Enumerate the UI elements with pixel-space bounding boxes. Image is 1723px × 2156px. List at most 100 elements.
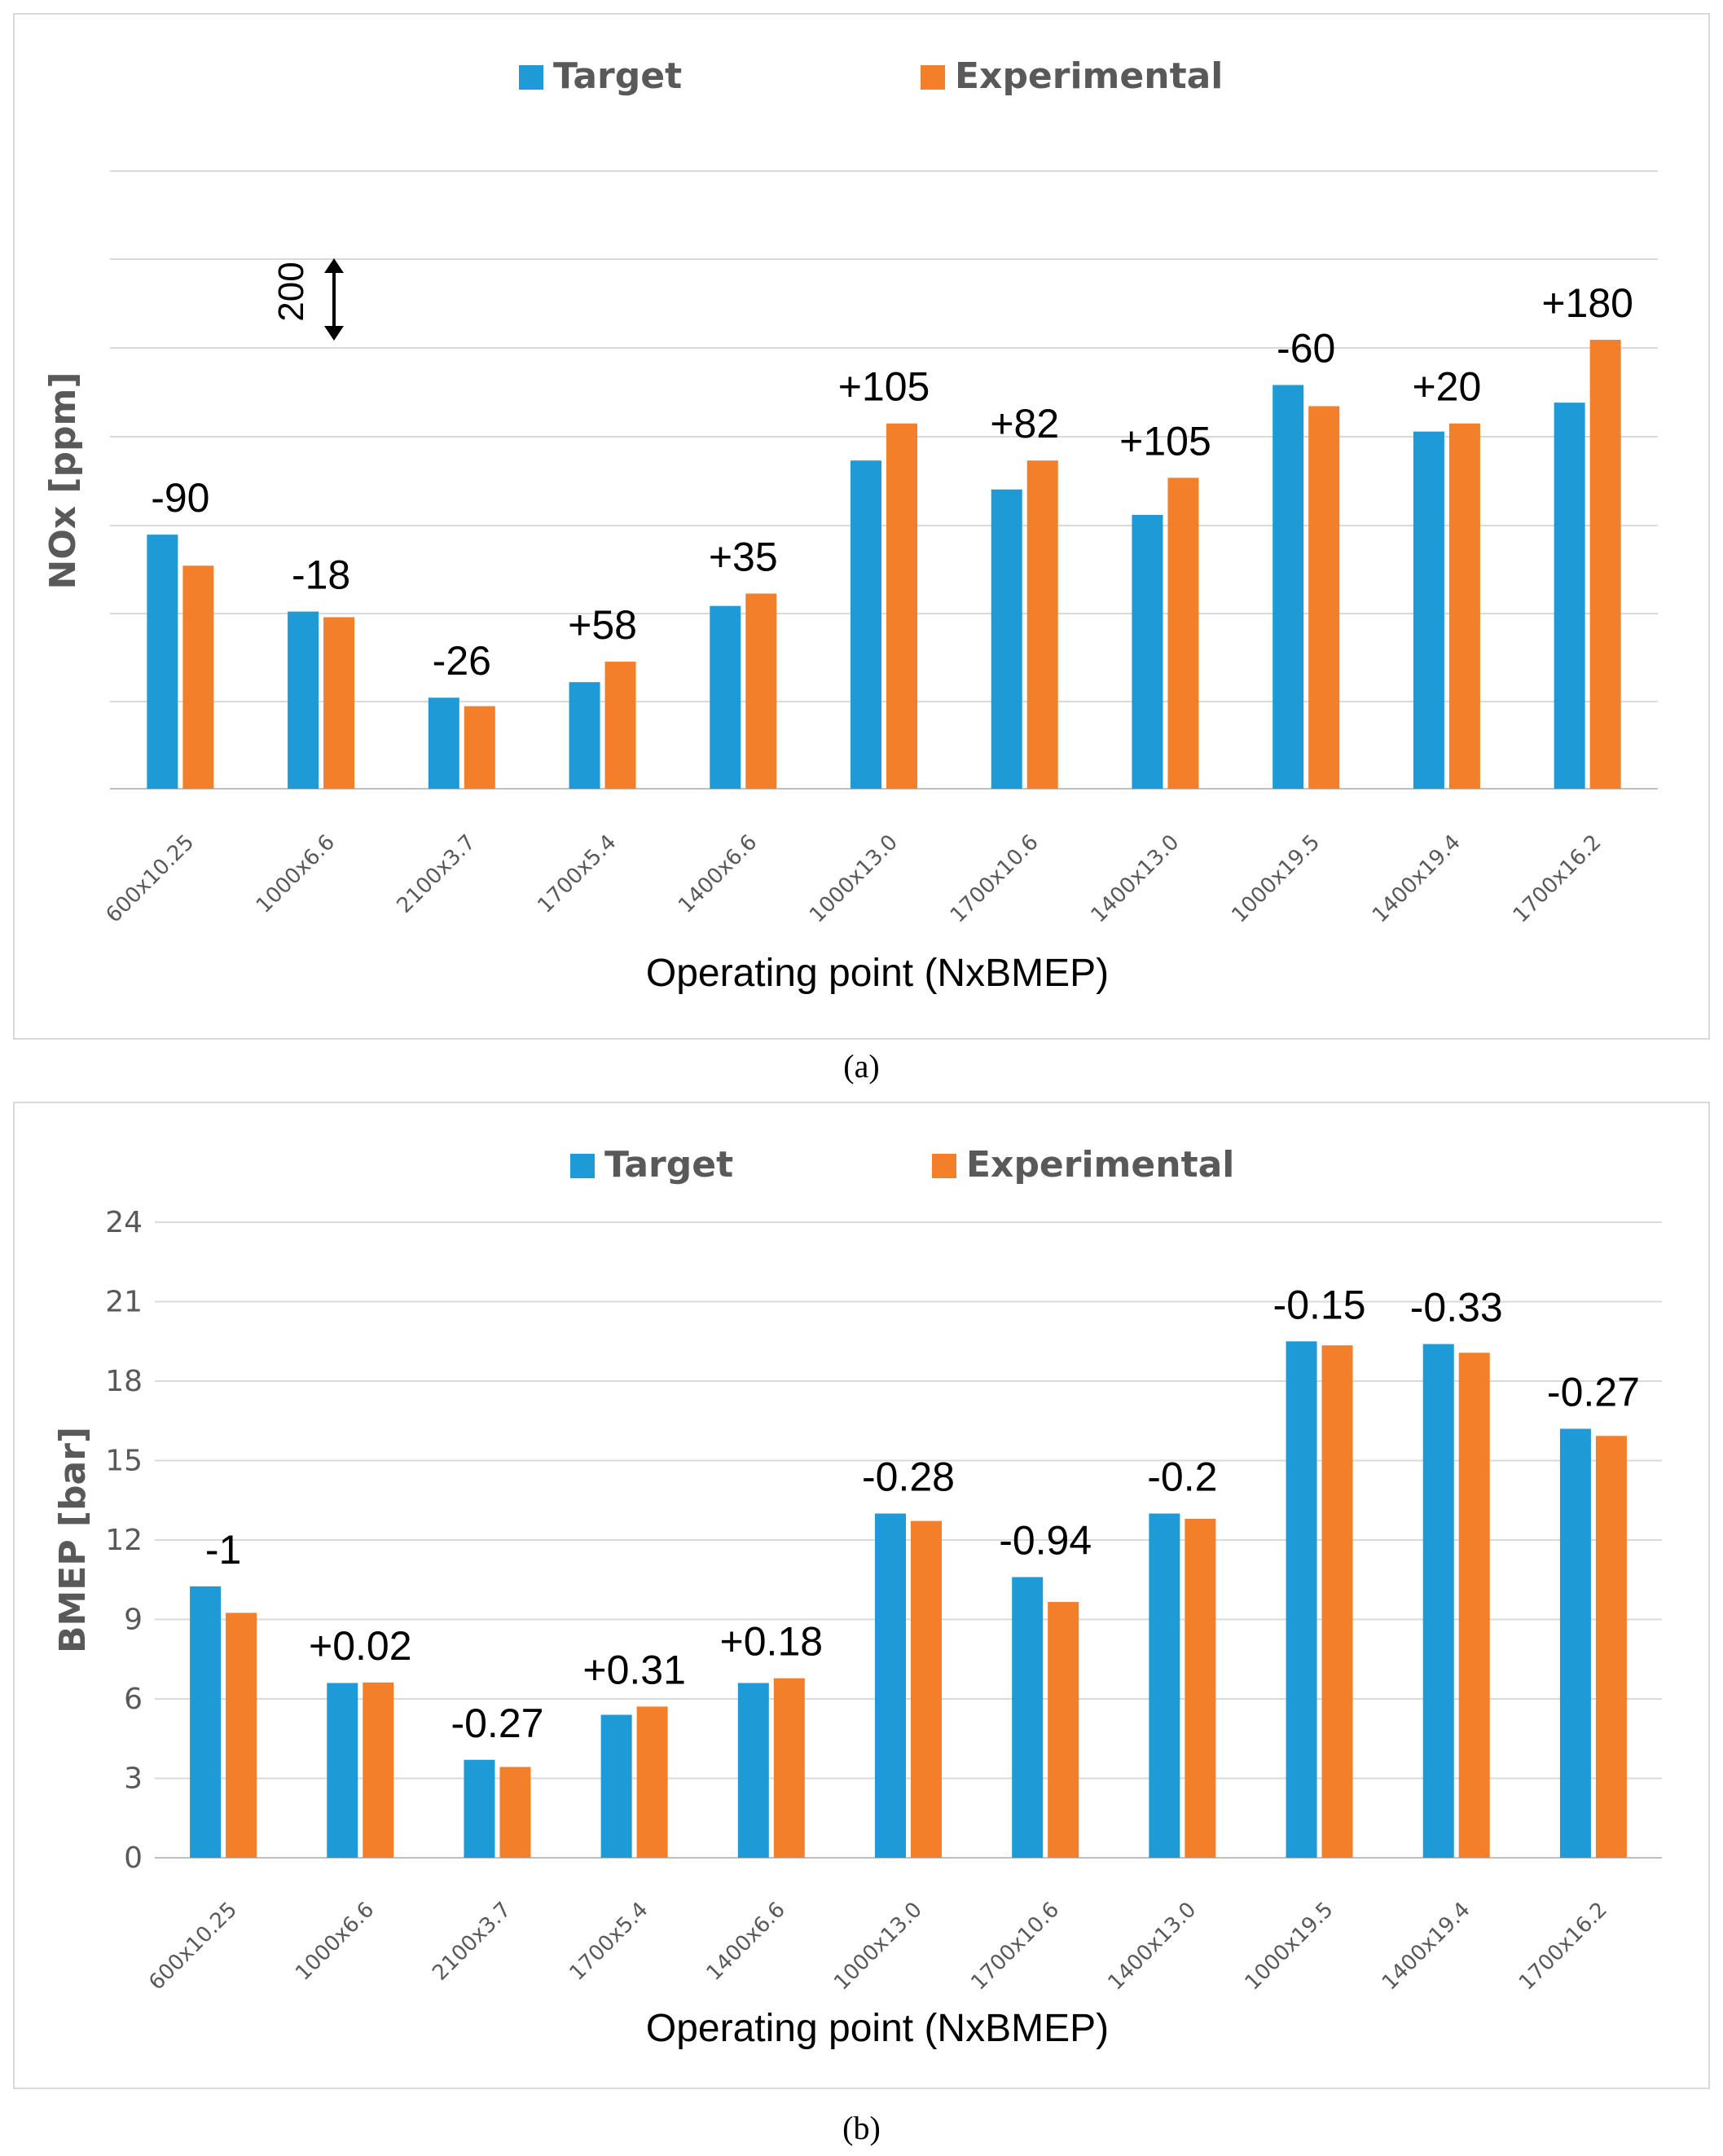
chart-b-bar-experimental xyxy=(636,1706,668,1858)
chart-b-y-tick-label: 3 xyxy=(124,1762,143,1796)
chart-a-bar-experimental xyxy=(886,423,917,789)
chart-b-bar-experimental xyxy=(1458,1353,1490,1858)
chart-a-delta-label: +105 xyxy=(838,364,930,410)
chart-b-y-tick-label: 24 xyxy=(105,1206,143,1239)
chart-b-bar-experimental xyxy=(1595,1436,1627,1858)
chart-b-bar-target xyxy=(1149,1513,1180,1858)
chart-a-scale-bar-arrow-down-icon xyxy=(324,326,344,341)
chart-a-bar-experimental xyxy=(182,565,214,789)
caption-b: (b) xyxy=(842,2110,881,2146)
chart-a-delta-label: +35 xyxy=(709,534,778,579)
chart-a-bar-experimental xyxy=(323,617,355,789)
chart-b-category-tick-label: 1700x16.2 xyxy=(1514,1898,1612,1995)
chart-b-bar-target xyxy=(737,1683,769,1858)
chart-b-category-tick-label: 1000x6.6 xyxy=(291,1898,379,1986)
chart-b-bar-experimental xyxy=(1185,1519,1216,1858)
chart-b-delta-label: +0.18 xyxy=(720,1619,824,1665)
chart-a-category-tick-label: 1400x13.0 xyxy=(1087,830,1185,928)
chart-a-category-tick-label: 1400x19.4 xyxy=(1368,830,1466,928)
chart-a-bar-experimental xyxy=(745,593,777,789)
chart-a-bar-target xyxy=(1554,403,1585,789)
chart-b-y-tick-label: 9 xyxy=(124,1604,143,1637)
chart-a-x-axis-title: Operating point (NxBMEP) xyxy=(646,952,1109,995)
chart-b-bar-target xyxy=(1422,1344,1454,1858)
chart-b-bar-experimental xyxy=(363,1682,394,1858)
chart-b-delta-label: -1 xyxy=(205,1527,241,1573)
chart-a-bar-experimental xyxy=(1026,460,1058,789)
chart-b-y-tick-label: 6 xyxy=(124,1683,143,1716)
chart-a-legend-target-swatch xyxy=(519,65,543,90)
chart-b-category-tick-label: 1700x5.4 xyxy=(565,1898,653,1986)
chart-a-category-tick-label: 1700x10.6 xyxy=(946,830,1044,928)
chart-b-category-tick-label: 1400x6.6 xyxy=(702,1898,790,1986)
chart-a-category-tick-label: 1000x13.0 xyxy=(805,830,903,928)
chart-a-bar-target xyxy=(1272,385,1304,789)
chart-b-delta-label: +0.31 xyxy=(582,1647,686,1692)
chart-a-delta-label: +180 xyxy=(1541,280,1633,326)
chart-a-bar-target xyxy=(991,489,1022,789)
chart-a-scale-bar-arrow-up-icon xyxy=(324,258,344,273)
chart-a-y-axis-title: NOx [ppm] xyxy=(42,372,84,590)
chart-b-bar-target xyxy=(1012,1577,1044,1858)
chart-a-legend-target-label: Target xyxy=(553,55,682,97)
chart-b-delta-label: -0.28 xyxy=(862,1454,955,1500)
chart-a-legend-experimental-label: Experimental xyxy=(955,55,1223,97)
chart-a-delta-label: +58 xyxy=(568,602,637,648)
chart-a-bar-target xyxy=(1132,514,1163,789)
chart-a-bar-experimental xyxy=(1448,423,1480,789)
chart-b-bar-experimental xyxy=(226,1613,257,1858)
chart-b-delta-label: -0.15 xyxy=(1273,1282,1366,1327)
chart-a-category-tick-label: 1400x6.6 xyxy=(674,830,762,918)
chart-a-bar-target xyxy=(851,460,881,789)
chart-b-bar-experimental xyxy=(911,1520,942,1858)
chart-b-category-tick-label: 1000x19.5 xyxy=(1241,1898,1338,1995)
chart-b-category-tick-label: 1000x13.0 xyxy=(829,1898,927,1995)
chart-b-legend-experimental-swatch xyxy=(932,1154,956,1178)
chart-a-delta-label: +82 xyxy=(990,401,1059,447)
chart-a-category-tick-label: 1000x6.6 xyxy=(252,830,340,918)
chart-a-category-tick-label: 1700x16.2 xyxy=(1509,830,1607,928)
chart-b-bar-experimental xyxy=(1321,1345,1353,1858)
chart-b-bar-target xyxy=(600,1714,632,1858)
chart-b-bar-experimental xyxy=(773,1678,805,1858)
chart-a-category-tick-label: 1700x5.4 xyxy=(533,830,621,918)
chart-b-delta-label: -0.27 xyxy=(451,1701,543,1746)
chart-b-bar-experimental xyxy=(499,1767,531,1858)
chart-b-category-tick-label: 1700x10.6 xyxy=(966,1898,1064,1995)
chart-a-bar-experimental xyxy=(1589,340,1621,789)
chart-a-delta-label: -18 xyxy=(292,552,350,598)
chart-b-delta-label: -0.2 xyxy=(1147,1454,1217,1500)
chart-b-delta-label: +0.02 xyxy=(309,1623,412,1669)
chart-b-bar-target xyxy=(1559,1428,1591,1858)
chart-a-delta-label: -60 xyxy=(1277,325,1335,371)
chart-b-category-tick-label: 600x10.25 xyxy=(144,1898,242,1995)
chart-a-scale-bar-label: 200 xyxy=(271,262,311,321)
chart-a-bar-target xyxy=(569,682,600,789)
chart-b-bar-target xyxy=(875,1513,906,1858)
chart-b-y-tick-label: 12 xyxy=(105,1524,143,1557)
chart-b-y-tick-label: 15 xyxy=(105,1445,143,1478)
chart-a-bar-target xyxy=(428,697,459,789)
chart-a-bar-target xyxy=(288,611,319,789)
chart-b-y-axis-title: BMEP [bar] xyxy=(52,1427,94,1653)
chart-a-bar-experimental xyxy=(464,706,495,789)
chart-b-category-tick-label: 1400x19.4 xyxy=(1378,1898,1475,1995)
chart-b-delta-label: -0.33 xyxy=(1410,1285,1503,1331)
chart-a-bar-experimental xyxy=(1308,406,1340,789)
chart-a-bar-target xyxy=(147,535,178,789)
chart-a-bar-experimental xyxy=(604,662,636,789)
chart-a-category-tick-label: 2100x3.7 xyxy=(393,830,481,918)
chart-b-bar-target xyxy=(327,1683,358,1858)
chart-b-legend-target-swatch xyxy=(570,1154,595,1178)
chart-a-legend-experimental-swatch xyxy=(921,65,945,90)
chart-b-y-tick-label: 18 xyxy=(105,1365,143,1398)
chart-b-bar-target xyxy=(190,1586,222,1858)
chart-b-delta-label: -0.94 xyxy=(999,1518,1092,1564)
chart-b-y-tick-label: 0 xyxy=(124,1841,143,1875)
chart-b-delta-label: -0.27 xyxy=(1547,1370,1640,1415)
chart-a-category-tick-label: 1000x19.5 xyxy=(1227,830,1325,928)
chart-b-legend-experimental-label: Experimental xyxy=(966,1144,1234,1186)
chart-a-bar-target xyxy=(1413,431,1444,789)
chart-a-delta-label: -26 xyxy=(433,638,491,684)
